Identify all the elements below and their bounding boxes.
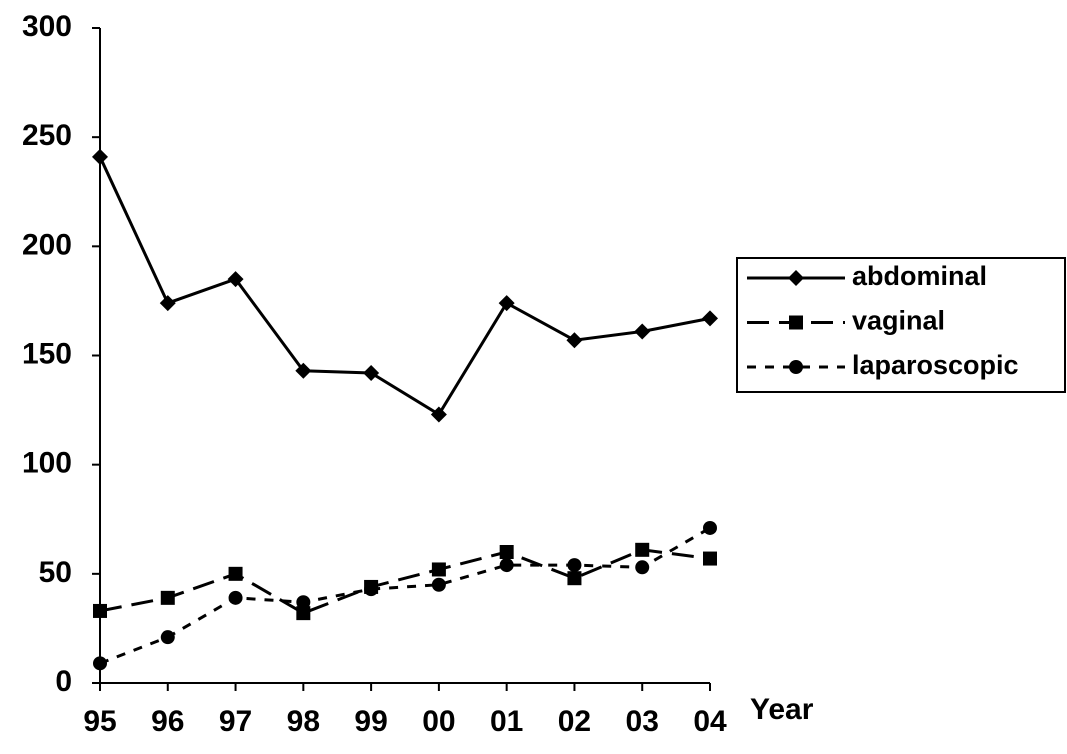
data-point xyxy=(635,542,650,557)
x-tick-label: 99 xyxy=(354,705,387,738)
series-line xyxy=(98,156,711,417)
y-tick-label: 150 xyxy=(22,337,72,370)
data-point xyxy=(228,566,243,581)
data-point xyxy=(296,595,311,610)
series-line xyxy=(99,526,711,665)
legend-marker xyxy=(789,360,803,374)
y-tick-label: 250 xyxy=(22,119,72,152)
x-tick-label: 00 xyxy=(422,705,455,738)
series xyxy=(93,520,717,671)
legend-label: vaginal xyxy=(852,306,945,336)
data-point xyxy=(159,295,176,312)
data-point xyxy=(160,590,175,605)
data-point xyxy=(363,364,380,381)
data-point xyxy=(566,332,583,349)
data-point xyxy=(431,562,446,577)
series-line xyxy=(99,548,711,615)
data-point xyxy=(364,582,379,597)
data-point xyxy=(703,520,717,535)
legend-marker xyxy=(789,315,803,330)
x-tick-label: 96 xyxy=(151,705,184,738)
legend-label: laparoscopic xyxy=(852,350,1019,380)
x-tick-label: 02 xyxy=(558,705,591,738)
data-point xyxy=(160,630,175,645)
data-point xyxy=(702,310,718,327)
data-point xyxy=(296,606,311,621)
data-point xyxy=(498,295,515,312)
data-point xyxy=(430,406,447,423)
x-tick-label: 95 xyxy=(83,705,116,738)
y-tick-label: 50 xyxy=(39,556,72,589)
x-tick-label: 98 xyxy=(287,705,320,738)
data-point xyxy=(92,148,108,165)
x-tick-label: 04 xyxy=(693,705,727,738)
data-point xyxy=(703,551,717,566)
data-point xyxy=(93,656,107,671)
data-point xyxy=(228,590,243,605)
x-tick-label: 97 xyxy=(219,705,252,738)
series xyxy=(93,542,717,621)
legend-label: abdominal xyxy=(852,261,987,291)
y-tick-label: 100 xyxy=(22,447,72,480)
y-tick-label: 0 xyxy=(55,665,72,698)
data-point xyxy=(635,560,650,575)
y-tick-label: 300 xyxy=(22,10,72,43)
series xyxy=(92,148,718,423)
data-point xyxy=(295,362,312,379)
data-point xyxy=(499,558,514,573)
data-point xyxy=(431,577,446,592)
x-tick-label: 01 xyxy=(490,705,523,738)
data-point xyxy=(227,271,244,288)
data-point xyxy=(634,323,651,340)
y-tick-label: 200 xyxy=(22,228,72,261)
x-tick-label: 03 xyxy=(626,705,659,738)
data-point xyxy=(567,558,582,573)
legend-marker xyxy=(788,270,804,286)
data-point xyxy=(567,571,582,586)
x-axis-label: Year xyxy=(750,693,814,726)
data-point xyxy=(499,545,514,559)
data-point xyxy=(93,603,107,618)
